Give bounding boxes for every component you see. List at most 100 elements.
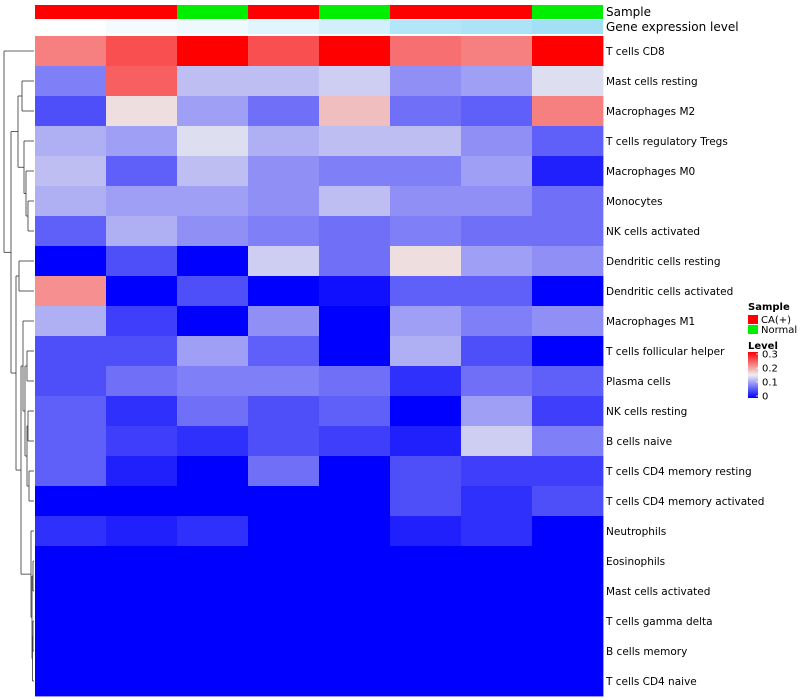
legend-sample-swatch — [748, 325, 758, 334]
heatmap-cell — [461, 276, 533, 307]
row-label: Eosinophils — [606, 556, 665, 568]
row-label: B cells naive — [606, 436, 672, 448]
heatmap-cell — [532, 546, 604, 577]
heatmap-cell — [532, 96, 604, 127]
heatmap-cell — [35, 576, 107, 607]
heatmap-cell — [390, 276, 462, 307]
heatmap-cell — [106, 546, 178, 577]
heatmap-cell — [177, 306, 249, 337]
heatmap-cell — [106, 246, 178, 277]
heatmap-cell — [461, 216, 533, 247]
heatmap-cell — [248, 96, 320, 127]
heatmap-cell — [390, 96, 462, 127]
heatmap-cell — [532, 516, 604, 547]
heatmap-cell — [177, 426, 249, 457]
legend-level-tick-label: 0.2 — [762, 364, 778, 375]
heatmap-cell — [248, 156, 320, 187]
sample-annotation-cell — [35, 5, 106, 19]
heatmap-cell — [319, 636, 391, 667]
heatmap-cell — [177, 486, 249, 517]
row-label: Plasma cells — [606, 376, 671, 388]
row-label: Macrophages M2 — [606, 106, 695, 118]
heatmap-cell — [35, 456, 107, 487]
row-label: T cells regulatory Tregs — [605, 136, 728, 148]
gene-expression-annotation-cell — [177, 20, 248, 34]
heatmap-cell — [319, 336, 391, 367]
heatmap-cell — [461, 666, 533, 697]
row-label: T cells CD8 — [605, 46, 665, 58]
sample-annotation-label: Sample — [606, 5, 651, 19]
heatmap-cell — [248, 486, 320, 517]
heatmap-cell — [461, 456, 533, 487]
heatmap-cell — [177, 66, 249, 97]
legend-level-tick-label: 0.3 — [762, 350, 778, 361]
heatmap-cell — [35, 666, 107, 697]
heatmap-cell — [461, 156, 533, 187]
heatmap-cell — [106, 426, 178, 457]
heatmap-cell — [248, 276, 320, 307]
heatmap-cell — [319, 516, 391, 547]
heatmap-cell — [319, 366, 391, 397]
heatmap-cell — [532, 276, 604, 307]
row-label: Macrophages M1 — [606, 316, 695, 328]
heatmap-cell — [461, 426, 533, 457]
heatmap-cell — [35, 336, 107, 367]
heatmap-cell — [248, 306, 320, 337]
gene-expression-annotation-cell — [532, 20, 603, 34]
row-label: Mast cells resting — [606, 76, 698, 88]
heatmap-cell — [461, 606, 533, 637]
legend-level-tick-label: 0 — [762, 392, 768, 403]
heatmap-cell — [35, 186, 107, 217]
heatmap-cell — [390, 666, 462, 697]
sample-annotation-cell — [390, 5, 461, 19]
row-labels: T cells CD8 Mast cells resting Macrophages… — [605, 46, 764, 688]
heatmap-cell — [177, 576, 249, 607]
heatmap-cell — [319, 426, 391, 457]
heatmap-cell — [248, 246, 320, 277]
sample-annotation-cell — [532, 5, 603, 19]
heatmap-cell — [106, 486, 178, 517]
heatmap-cell — [319, 306, 391, 337]
heatmap-cell — [461, 246, 533, 277]
heatmap-cell — [319, 216, 391, 247]
heatmap-cell — [461, 636, 533, 667]
heatmap-cell — [35, 126, 107, 157]
heatmap-cell — [390, 306, 462, 337]
heatmap-cell — [106, 126, 178, 157]
heatmap-cell — [461, 186, 533, 217]
heatmap-cell — [177, 636, 249, 667]
legend-level-colorbar — [748, 352, 758, 398]
heatmap-cell — [461, 396, 533, 427]
heatmap-cell — [248, 576, 320, 607]
heatmap-cell — [532, 66, 604, 97]
heatmap-cell — [390, 636, 462, 667]
gene-expression-annotation-cell — [35, 20, 106, 34]
row-label: B cells memory — [606, 646, 687, 658]
heatmap-cell — [177, 36, 249, 67]
heatmap-cell — [106, 636, 178, 667]
heatmap-cell — [35, 606, 107, 637]
heatmap-cell — [106, 336, 178, 367]
heatmap-cell — [248, 366, 320, 397]
heatmap-cell — [248, 216, 320, 247]
heatmap-cell — [390, 156, 462, 187]
heatmap-cell — [177, 276, 249, 307]
heatmap-cell — [390, 426, 462, 457]
legend-sample-label: CA(+) — [761, 315, 791, 326]
legend-sample-label: Normal — [761, 325, 797, 336]
heatmap-cell — [532, 456, 604, 487]
heatmap-cell — [106, 156, 178, 187]
gene-expression-annotation-cell — [319, 20, 390, 34]
heatmap-cell — [532, 606, 604, 637]
sample-annotation-cell — [461, 5, 532, 19]
heatmap-cell — [106, 366, 178, 397]
heatmap-cell — [532, 426, 604, 457]
heatmap-cell — [248, 336, 320, 367]
heatmap-cell — [461, 576, 533, 607]
heatmap-cell — [390, 396, 462, 427]
row-dendrogram — [3, 50, 34, 682]
row-label: Dendritic cells resting — [606, 256, 721, 268]
heatmap-cell — [532, 36, 604, 67]
heatmap-cell — [319, 456, 391, 487]
